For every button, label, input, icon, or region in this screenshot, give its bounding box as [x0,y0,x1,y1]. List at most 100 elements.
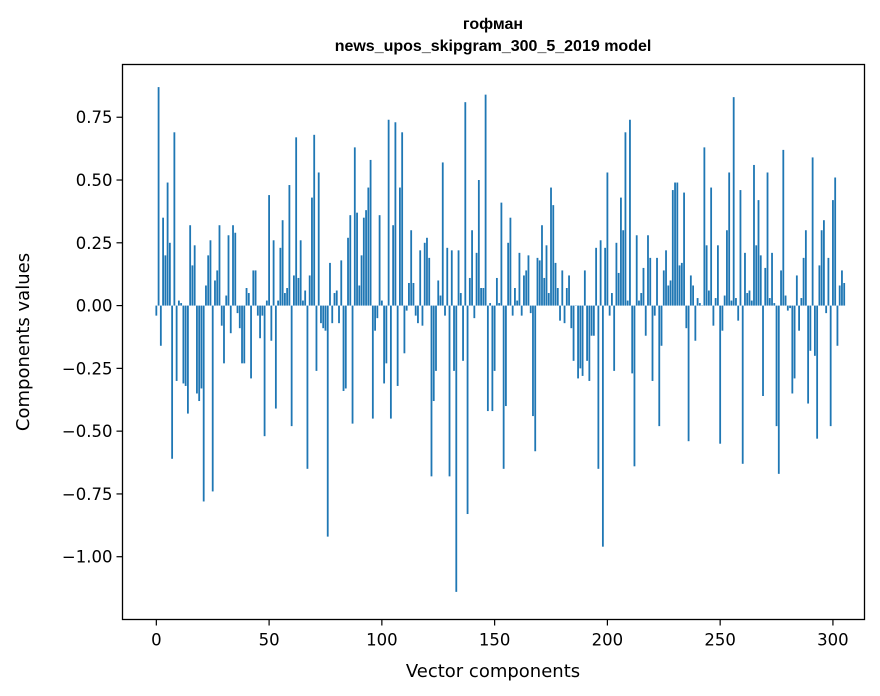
bar-215 [640,293,643,306]
bar-241 [698,303,701,306]
bar-74 [322,305,325,329]
bar-12 [182,305,185,384]
chart-title-line2: news_upos_skipgram_300_5_2019 model [335,38,652,55]
bars-group [155,87,846,592]
bar-250 [719,305,722,444]
bar-33 [229,305,232,334]
bar-58 [286,288,289,306]
bar-190 [583,270,586,306]
bar-282 [791,305,794,394]
bar-276 [777,305,780,474]
bar-290 [809,305,812,351]
bar-3 [162,217,164,306]
bar-111 [405,305,408,311]
bar-260 [741,305,744,464]
bar-245 [707,290,710,306]
bar-6 [168,242,171,306]
bar-182 [565,288,568,306]
bar-1 [157,87,160,306]
y-tick-label-2: 0.25 [76,234,113,253]
bar-168 [534,305,537,452]
bar-286 [800,298,803,306]
y-tick-label-6: −0.75 [62,485,113,504]
bar-72 [317,172,320,306]
bar-97 [374,305,376,331]
bar-296 [823,220,825,306]
bar-37 [238,305,241,329]
bar-84 [344,305,347,389]
bar-214 [638,300,640,306]
bar-90 [358,285,361,306]
bar-192 [588,305,591,381]
bar-109 [401,132,404,306]
bar-187 [577,305,579,379]
bar-51 [270,305,273,341]
bar-36 [236,305,239,314]
y-tick-label-3: 0.00 [76,297,113,316]
bar-117 [419,250,422,306]
bar-134 [457,250,460,306]
bar-225 [662,270,665,306]
bar-126 [439,295,442,306]
y-tick-label-1: 0.50 [76,171,113,190]
bar-213 [635,235,638,306]
bar-131 [450,250,453,306]
bar-252 [723,295,726,306]
bar-139 [468,277,471,306]
bar-207 [622,230,625,306]
bar-251 [721,305,724,331]
bar-143 [477,180,480,306]
bar-64 [299,240,302,306]
bar-161 [518,252,521,306]
bar-10 [177,300,180,306]
bar-262 [746,293,749,306]
bar-71 [315,305,318,371]
bar-284 [795,275,798,306]
bar-285 [798,305,800,331]
bar-145 [482,288,485,306]
bar-20 [200,305,203,389]
bar-118 [421,305,424,326]
bar-249 [717,245,719,306]
bar-297 [825,305,828,314]
bar-16 [191,265,194,306]
bar-167 [532,305,534,417]
bar-266 [755,245,758,306]
bar-238 [692,285,694,306]
bar-271 [766,172,769,306]
bar-18 [196,305,198,394]
bar-174 [547,293,550,306]
bar-280 [786,305,789,311]
bar-304 [841,270,843,306]
bar-66 [304,290,307,306]
bar-305 [843,282,846,306]
bar-195 [595,247,598,306]
bar-30 [223,305,225,364]
bar-235 [685,305,688,329]
bar-34 [232,225,234,306]
bar-272 [768,298,771,306]
bar-73 [320,305,322,324]
bar-200 [606,172,609,306]
bar-100 [380,300,383,306]
bar-13 [184,305,187,386]
bar-198 [601,305,604,547]
x-tick-label-5: 250 [704,631,736,650]
bar-194 [592,305,595,336]
bar-35 [234,232,237,306]
bar-96 [371,305,374,419]
bar-63 [297,277,300,306]
bar-293 [816,305,819,439]
bar-104 [389,305,392,419]
bar-40 [245,288,248,306]
bar-14 [187,305,189,414]
bar-228 [669,280,672,306]
bar-153 [500,202,503,306]
bar-254 [728,172,731,306]
bar-209 [626,300,629,306]
bar-239 [694,305,697,341]
bar-263 [748,290,751,306]
bar-217 [644,305,647,336]
bar-299 [829,305,832,427]
bar-60 [290,305,293,427]
